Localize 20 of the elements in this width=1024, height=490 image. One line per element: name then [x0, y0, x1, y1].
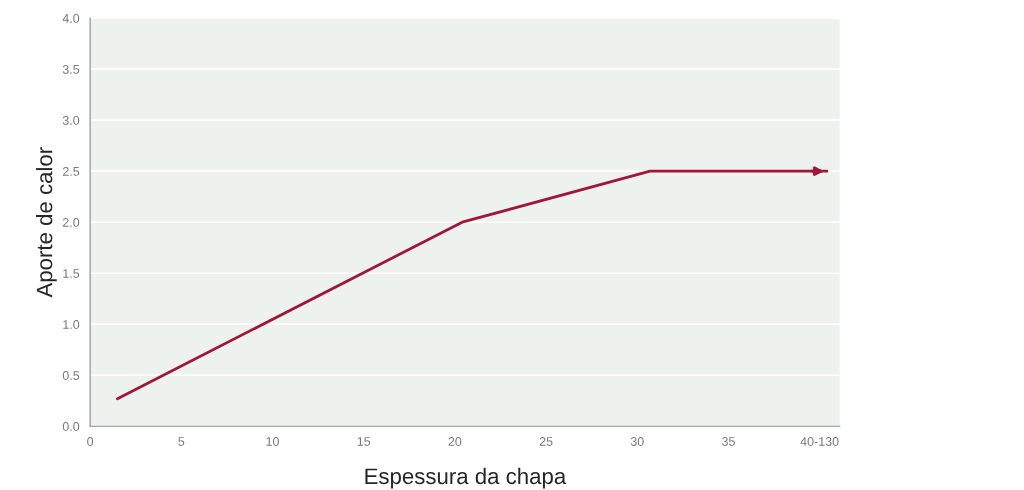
y-tick-label: 2.0	[62, 218, 80, 227]
x-tick-label: 5	[178, 437, 185, 446]
y-tick-label: 0.5	[62, 371, 80, 380]
x-tick-label: 10	[266, 437, 279, 446]
x-tick-label: 35	[721, 437, 735, 446]
x-tick-label: 25	[539, 437, 553, 446]
y-tick-label: 1.0	[63, 320, 80, 329]
y-tick-label: 4.0	[62, 13, 80, 23]
y-tick-label: 1.5	[63, 269, 80, 278]
y-tick-label: 3.5	[62, 64, 80, 74]
y-tick-label: 3.0	[62, 115, 80, 125]
x-tick-label: 15	[357, 437, 371, 446]
x-tick-label: 20	[448, 437, 462, 446]
y-tick-label: 0.0	[62, 422, 80, 431]
y-tick-label: 2.5	[62, 166, 80, 176]
x-tick-label: 0	[87, 437, 94, 446]
x-tick-label: 40-130	[800, 437, 839, 446]
y-axis-title: Aporte de calor	[36, 147, 57, 298]
x-axis-title: Espessura da chapa	[365, 467, 567, 489]
x-tick-label: 30	[630, 437, 644, 446]
